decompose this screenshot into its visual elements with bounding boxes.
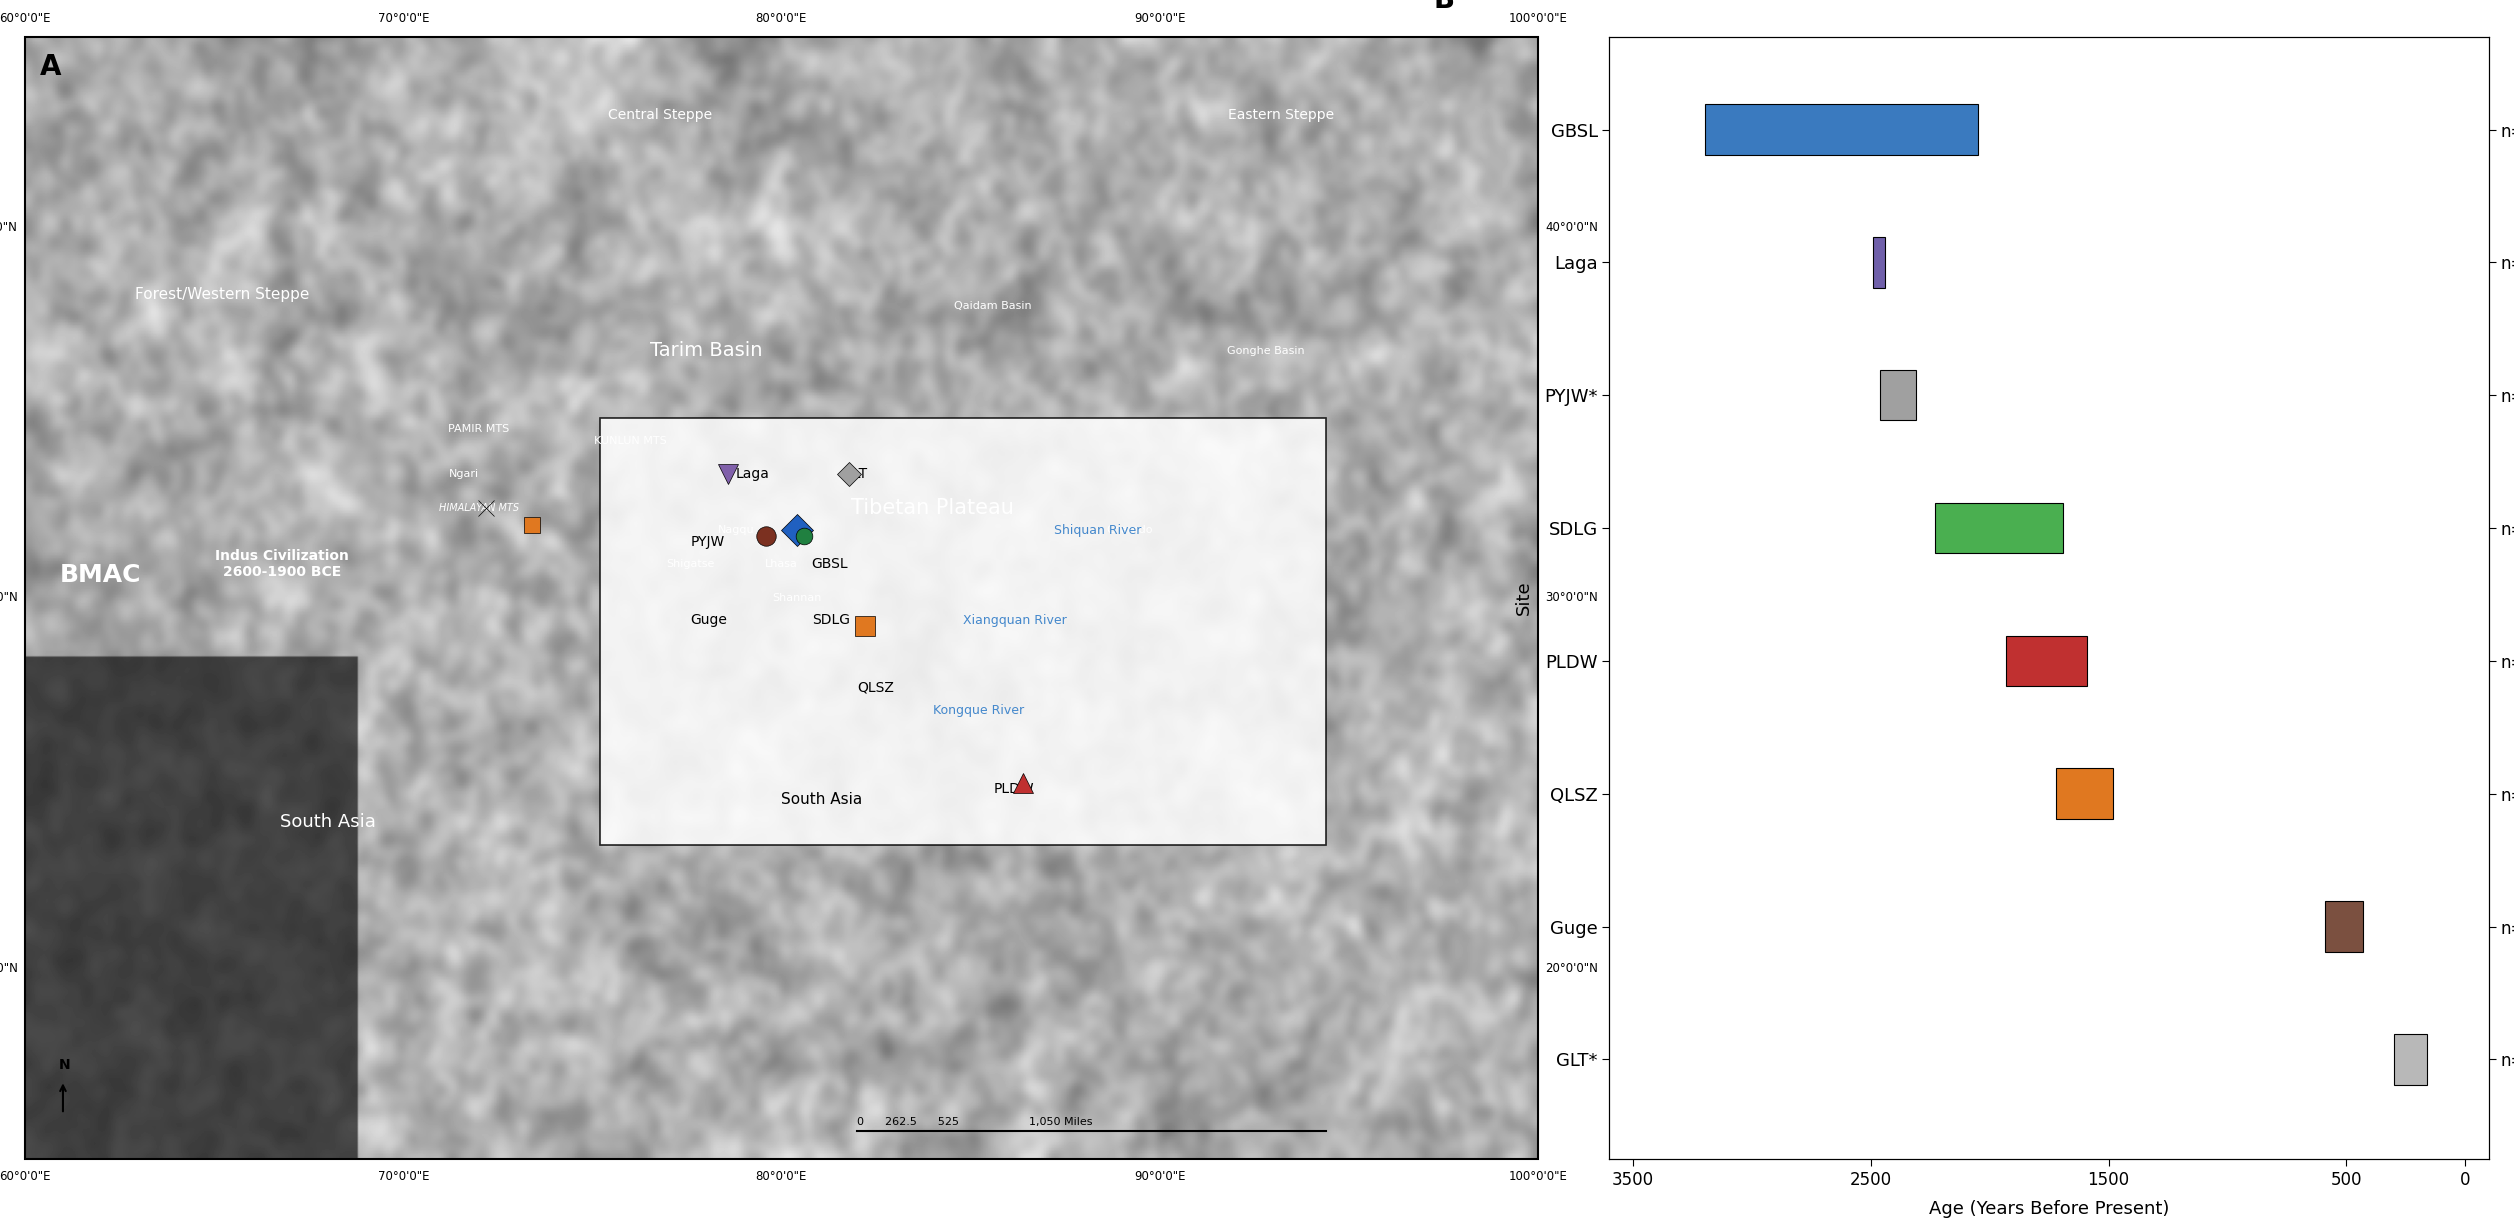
Text: PAMIR MTS: PAMIR MTS xyxy=(447,425,510,434)
Text: GBSL: GBSL xyxy=(812,558,847,571)
Text: HIMALAYAN MTS: HIMALAYAN MTS xyxy=(440,503,518,512)
Text: Xiangquan River: Xiangquan River xyxy=(963,614,1066,627)
Text: Laga: Laga xyxy=(737,467,769,482)
Text: Chamdo: Chamdo xyxy=(1106,526,1151,536)
Text: GLT: GLT xyxy=(842,467,867,482)
Text: 100°0'0"E: 100°0'0"E xyxy=(1508,1170,1566,1183)
Bar xyxy=(2393,1035,2426,1085)
Text: QLSZ: QLSZ xyxy=(857,681,895,694)
Text: 20°0'0"N: 20°0'0"N xyxy=(0,961,18,975)
Text: 90°0'0"E: 90°0'0"E xyxy=(1134,1170,1184,1183)
Text: 100°0'0"E: 100°0'0"E xyxy=(1508,12,1566,26)
Text: KUNLUN MTS: KUNLUN MTS xyxy=(593,436,666,445)
Text: BMAC: BMAC xyxy=(60,564,141,587)
Bar xyxy=(2006,636,2087,686)
Text: Central Steppe: Central Steppe xyxy=(608,109,711,122)
Text: SDLG: SDLG xyxy=(812,614,850,627)
X-axis label: Age (Years Before Present): Age (Years Before Present) xyxy=(1928,1200,2170,1218)
Text: Guge: Guge xyxy=(691,614,727,627)
Text: 30°0'0"N: 30°0'0"N xyxy=(1546,592,1599,604)
Bar xyxy=(601,418,1325,844)
Text: Forest/Western Steppe: Forest/Western Steppe xyxy=(136,287,309,303)
Text: Gonghe Basin: Gonghe Basin xyxy=(1227,346,1305,356)
Bar xyxy=(1873,237,1886,288)
Text: 80°0'0"E: 80°0'0"E xyxy=(757,1170,807,1183)
Text: 40°0'0"N: 40°0'0"N xyxy=(1546,221,1599,234)
Text: 60°0'0"E: 60°0'0"E xyxy=(0,12,50,26)
Bar xyxy=(2325,902,2363,952)
Text: Lhasa: Lhasa xyxy=(764,559,797,569)
Text: Ngari: Ngari xyxy=(447,470,478,479)
Text: 60°0'0"E: 60°0'0"E xyxy=(0,1170,50,1183)
Text: Nagqu: Nagqu xyxy=(716,526,754,536)
Text: Shigatse: Shigatse xyxy=(666,559,714,569)
Text: 30°0'0"N: 30°0'0"N xyxy=(0,592,18,604)
Text: 40°0'0"N: 40°0'0"N xyxy=(0,221,18,234)
Text: Tibetan Plateau: Tibetan Plateau xyxy=(852,498,1013,518)
Text: Qaidam Basin: Qaidam Basin xyxy=(955,301,1031,311)
Text: 90°0'0"E: 90°0'0"E xyxy=(1134,12,1184,26)
Bar xyxy=(1704,105,1979,155)
Text: PLDW: PLDW xyxy=(993,782,1033,795)
Text: Tarim Basin: Tarim Basin xyxy=(649,342,762,360)
Text: Kongque River: Kongque River xyxy=(933,704,1023,716)
Text: B: B xyxy=(1433,0,1456,15)
Text: A: A xyxy=(40,54,63,82)
Text: 70°0'0"E: 70°0'0"E xyxy=(377,12,430,26)
Bar xyxy=(1880,370,1916,421)
Text: Shannan: Shannan xyxy=(772,593,822,603)
Bar xyxy=(1936,503,2064,554)
Text: N: N xyxy=(58,1058,70,1072)
Text: South Asia: South Asia xyxy=(279,814,375,831)
Text: 80°0'0"E: 80°0'0"E xyxy=(757,12,807,26)
Y-axis label: Site: Site xyxy=(1516,581,1534,615)
Text: Eastern Steppe: Eastern Steppe xyxy=(1227,109,1332,122)
Text: 20°0'0"N: 20°0'0"N xyxy=(1546,961,1599,975)
Text: 0      262.5      525                    1,050 Miles: 0 262.5 525 1,050 Miles xyxy=(857,1118,1094,1127)
Text: Indus Civilization
2600-1900 BCE: Indus Civilization 2600-1900 BCE xyxy=(216,549,349,580)
Text: PYJW: PYJW xyxy=(691,534,724,549)
Bar xyxy=(2056,769,2114,819)
Text: 70°0'0"E: 70°0'0"E xyxy=(377,1170,430,1183)
Text: South Asia: South Asia xyxy=(782,792,862,808)
Text: Shiquan River: Shiquan River xyxy=(1053,523,1141,537)
